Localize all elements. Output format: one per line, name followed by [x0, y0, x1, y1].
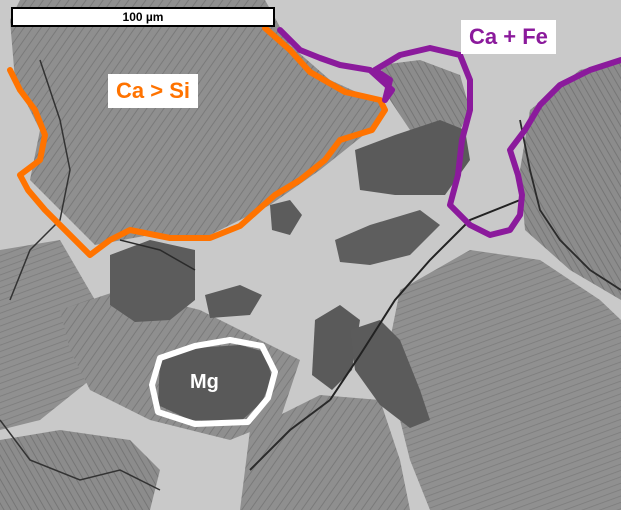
- ca-fe-outline: [277, 27, 621, 238]
- crack: [519, 119, 621, 291]
- lamellar-grain-lower-right: [390, 250, 621, 510]
- dark-grain: [355, 120, 470, 195]
- mg-outline: [149, 337, 278, 427]
- dark-grain: [335, 210, 440, 265]
- crack: [249, 399, 331, 471]
- lamellar-grain-lower-left: [0, 430, 160, 510]
- mg-label: Mg: [190, 371, 219, 393]
- dark-grain: [270, 200, 302, 235]
- dark-grain: [350, 320, 430, 428]
- lamellar-grain-left-lower: [0, 240, 95, 430]
- scale-bar-label: 100 µm: [122, 10, 164, 24]
- crack: [0, 419, 161, 491]
- dark-grain: [312, 305, 360, 390]
- crack: [119, 239, 196, 271]
- ca-si-outline: [7, 25, 388, 258]
- ca-fe-label-text: Ca + Fe: [469, 24, 548, 49]
- ca-si-label: Ca > Si: [108, 74, 198, 108]
- dark-grain-mg: [158, 345, 272, 422]
- crack: [9, 59, 71, 301]
- lamellar-grain-bottom-center: [240, 395, 410, 510]
- dark-grain: [205, 285, 262, 318]
- dark-grain: [110, 240, 195, 322]
- crack: [329, 199, 521, 401]
- scale-bar: 100 µm: [11, 7, 275, 27]
- lamellar-grain-upper-center: [380, 60, 470, 140]
- ca-si-label-text: Ca > Si: [116, 78, 190, 103]
- ca-fe-label: Ca + Fe: [461, 20, 556, 54]
- lamellar-grain-right: [520, 60, 621, 300]
